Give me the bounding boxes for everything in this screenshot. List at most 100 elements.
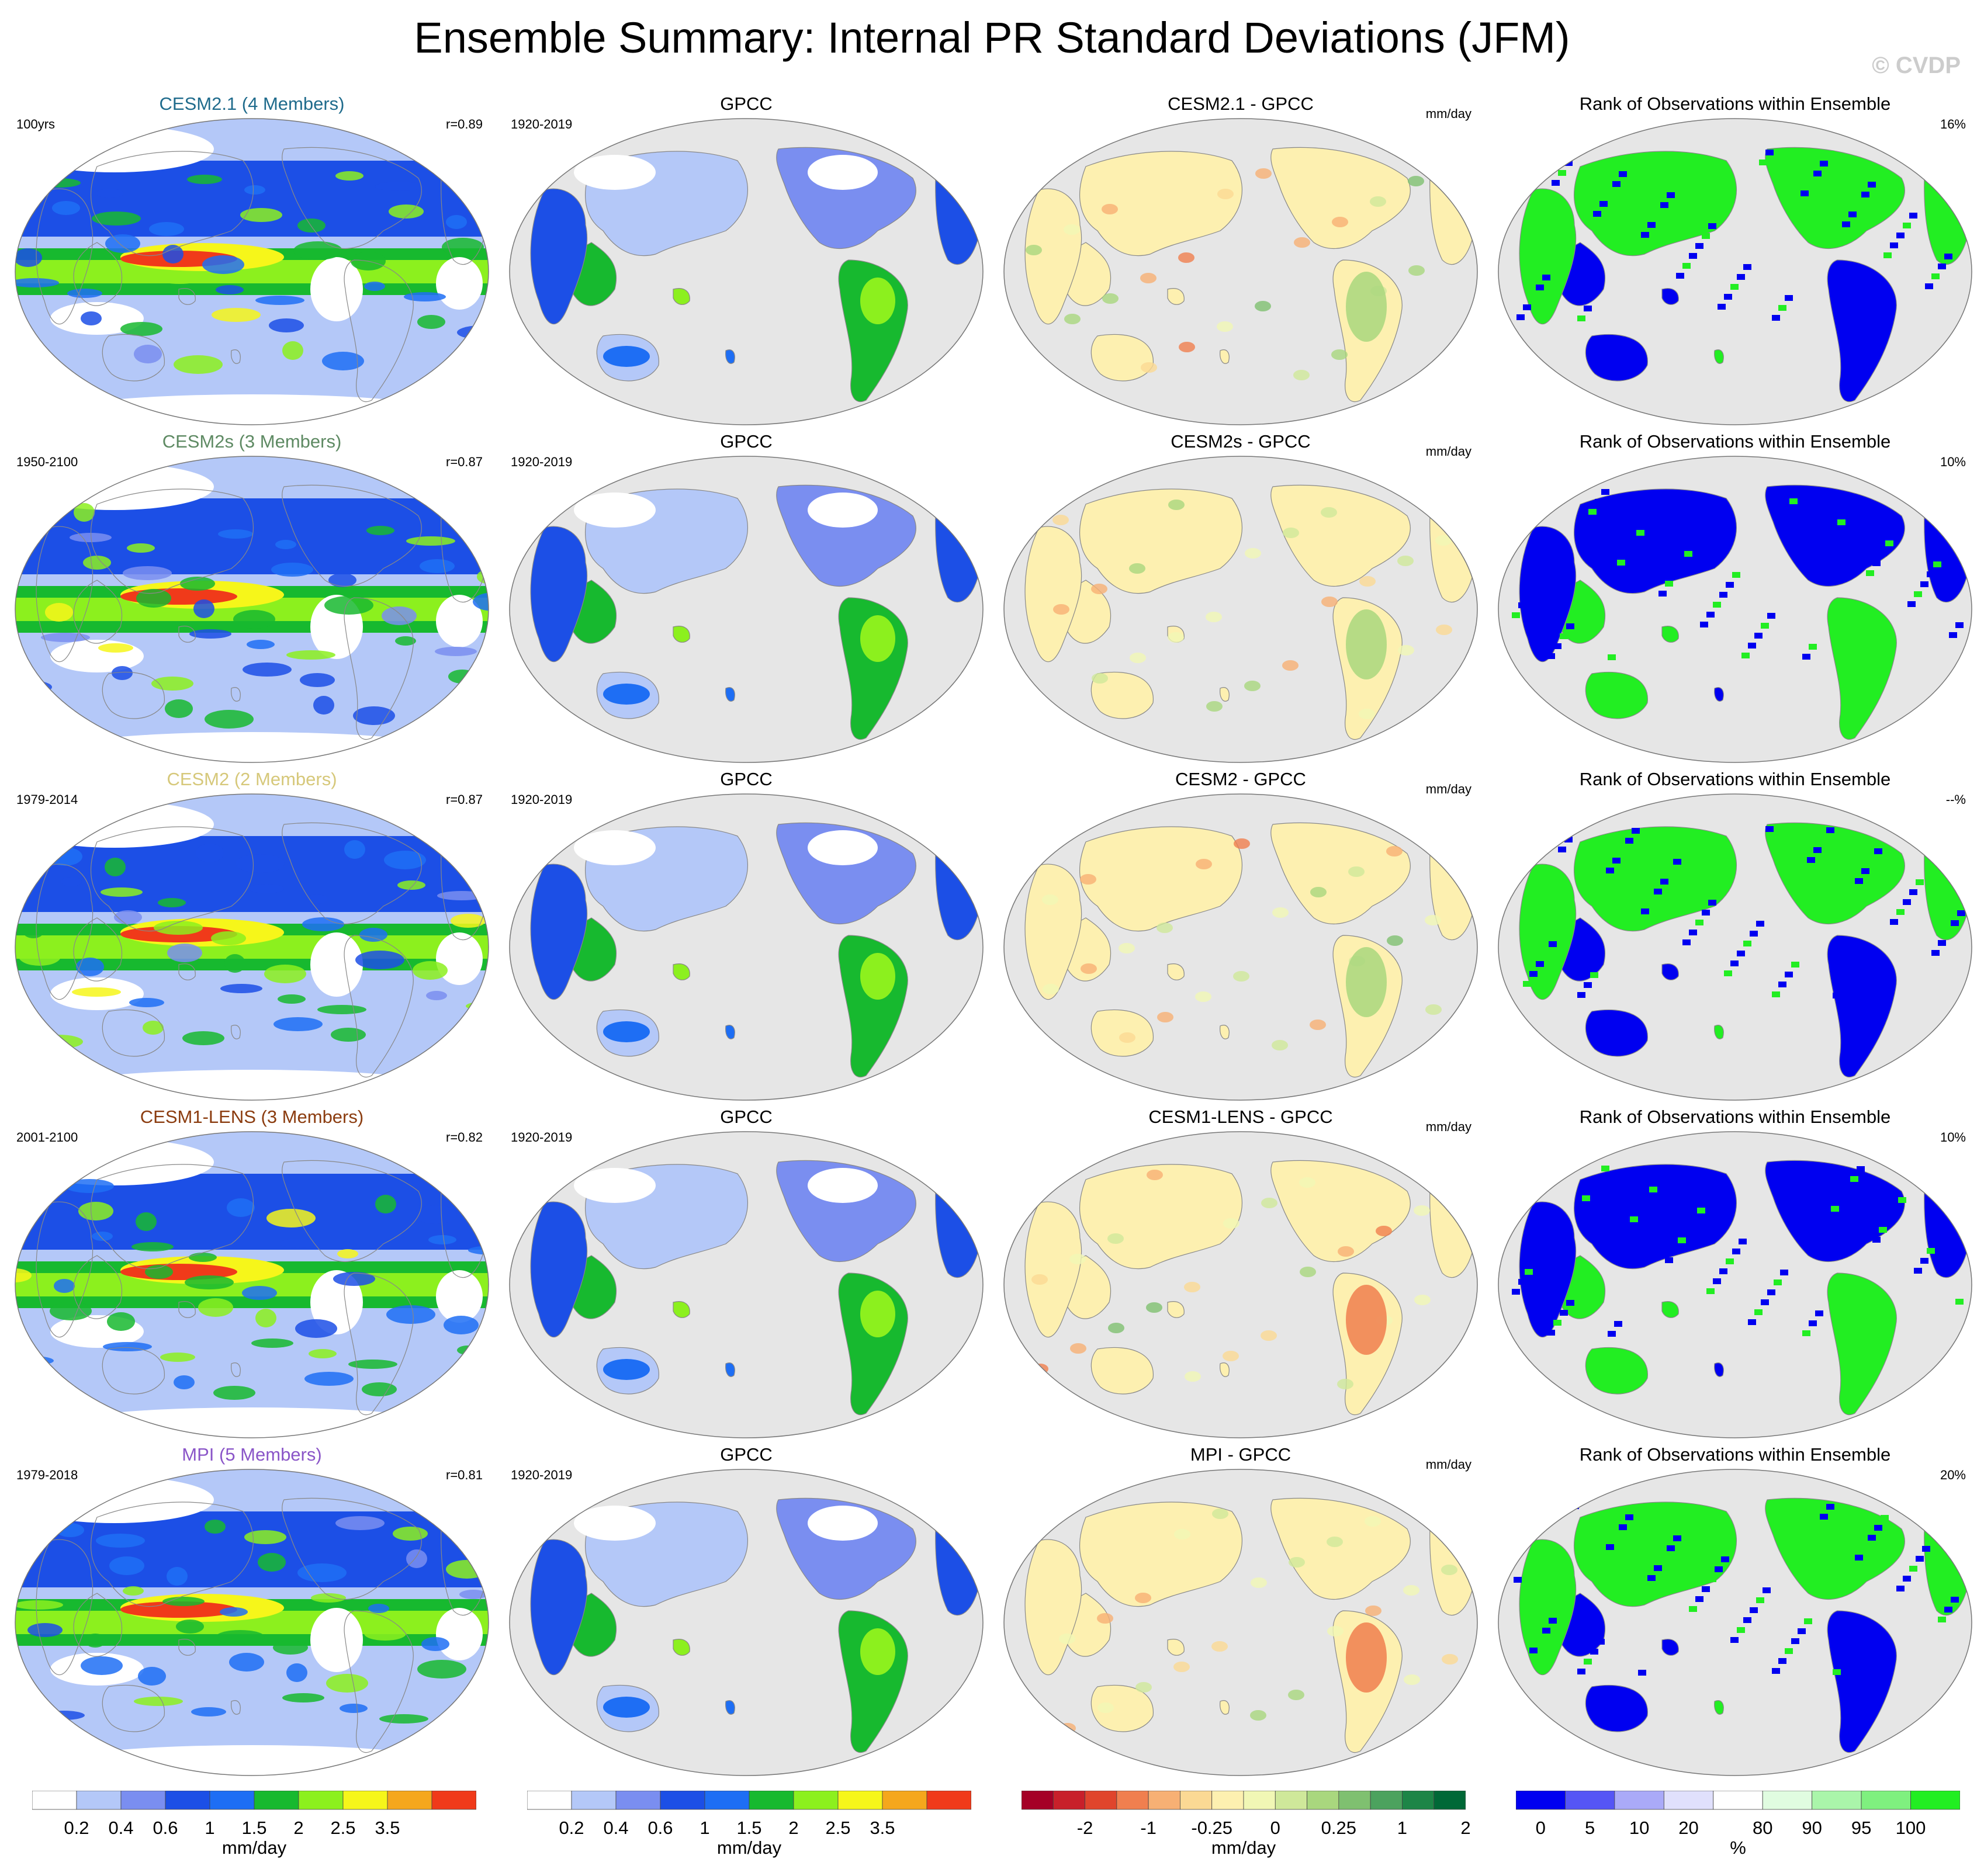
obs-years: 1920-2019 — [511, 1468, 573, 1482]
obs-std-map — [509, 793, 984, 1101]
rank-panel: Rank of Observations within Ensemble --% — [1488, 769, 1982, 1107]
colorbar-swatch — [1565, 1791, 1615, 1810]
diff-panel: CESM2 - GPCC mm/day — [993, 769, 1488, 1107]
colorbar-swatch — [1085, 1791, 1117, 1810]
colorbar-tick-label: -2 — [1076, 1818, 1093, 1838]
rank-title: Rank of Observations within Ensemble — [1579, 1107, 1891, 1127]
model-years: 2001-2100 — [16, 1130, 78, 1145]
diff-title: CESM2 - GPCC — [1175, 769, 1306, 789]
rank-map — [1498, 118, 1972, 425]
colorbar-tick-label: 0.6 — [648, 1818, 673, 1838]
rank-panel: Rank of Observations within Ensemble 10% — [1488, 431, 1982, 769]
rank-map — [1498, 456, 1972, 763]
colorbar-tick-label: 2.5 — [825, 1818, 851, 1838]
diff-unit: mm/day — [1425, 1457, 1471, 1472]
colorbar-swatch — [76, 1791, 122, 1810]
rank-panel: Rank of Observations within Ensemble 16% — [1488, 93, 1982, 431]
colorbar-tick-label: -1 — [1140, 1818, 1157, 1838]
colorbar-tick-label: 3.5 — [375, 1818, 400, 1838]
diff-unit: mm/day — [1425, 1119, 1471, 1134]
colorbar-swatch — [1861, 1791, 1911, 1810]
colorbar-swatch — [1052, 1791, 1085, 1810]
model-panel: CESM2.1 (4 Members) 100yrs r=0.89 — [5, 93, 499, 431]
colorbar-model: 0.2 0.4 0.6 1 1.5 2 2.5 3.5 mm/day — [32, 1791, 476, 1867]
colorbar-tick-label: 2 — [788, 1818, 799, 1838]
colorbar-swatch — [1275, 1791, 1307, 1810]
colorbar-tick-label: 0.25 — [1321, 1818, 1357, 1838]
figure-title: Ensemble Summary: Internal PR Standard D… — [414, 13, 1570, 62]
colorbar-tick-label: 0.4 — [108, 1818, 134, 1838]
obs-panel: GPCC 1920-2019 — [499, 1444, 993, 1782]
colorbar-tick-label: 3.5 — [870, 1818, 895, 1838]
colorbar-swatch — [1307, 1791, 1339, 1810]
colorbar-tick-label: 80 — [1752, 1818, 1773, 1838]
rank-map — [1498, 1469, 1972, 1776]
colorbar-tick-label: 1 — [1397, 1818, 1408, 1838]
model-title: CESM2s (3 Members) — [162, 431, 342, 452]
obs-panel: GPCC 1920-2019 — [499, 1107, 993, 1444]
rank-title: Rank of Observations within Ensemble — [1579, 93, 1891, 114]
obs-years: 1920-2019 — [511, 117, 573, 131]
model-std-map — [15, 793, 489, 1101]
rank-panel: Rank of Observations within Ensemble 10% — [1488, 1107, 1982, 1444]
colorbar-swatch — [165, 1791, 210, 1810]
colorbar-swatch — [615, 1791, 661, 1810]
colorbar-swatch — [120, 1791, 166, 1810]
colorbar-swatch — [1910, 1791, 1960, 1810]
colorbar-swatch — [837, 1791, 883, 1810]
diff-map — [1003, 456, 1478, 763]
diff-panel: CESM2s - GPCC mm/day — [993, 431, 1488, 769]
obs-years: 1920-2019 — [511, 792, 573, 807]
colorbar-swatch — [1614, 1791, 1664, 1810]
model-panel: MPI (5 Members) 1979-2018 r=0.81 — [5, 1444, 499, 1782]
model-years: 1950-2100 — [16, 455, 78, 469]
diff-unit: mm/day — [1425, 106, 1471, 121]
colorbar-tick-label: 5 — [1585, 1818, 1595, 1838]
colorbar-tick-label: 10 — [1629, 1818, 1650, 1838]
colorbar-swatch — [1180, 1791, 1213, 1810]
obs-panel: GPCC 1920-2019 — [499, 769, 993, 1107]
diff-map — [1003, 118, 1478, 425]
diff-panel: CESM1-LENS - GPCC mm/day — [993, 1107, 1488, 1444]
colorbar-swatch — [1338, 1791, 1371, 1810]
pattern-correlation: r=0.87 — [446, 455, 483, 469]
colorbar-swatch — [882, 1791, 927, 1810]
diff-title: CESM1-LENS - GPCC — [1148, 1107, 1333, 1127]
colorbar-swatch — [1516, 1791, 1566, 1810]
colorbar-swatch — [1402, 1791, 1435, 1810]
colorbar-swatch — [1148, 1791, 1180, 1810]
colorbar-swatch — [1434, 1791, 1466, 1810]
model-title: CESM2 (2 Members) — [167, 769, 337, 789]
colorbar-swatch — [431, 1791, 476, 1810]
colorbar-swatches — [1022, 1791, 1466, 1810]
rank-title: Rank of Observations within Ensemble — [1579, 1444, 1891, 1465]
colorbar-obs: 0.2 0.4 0.6 1 1.5 2 2.5 3.5 mm/day — [527, 1791, 971, 1867]
obs-std-map — [509, 1131, 984, 1438]
model-years: 100yrs — [16, 117, 56, 131]
model-std-map — [15, 118, 489, 425]
model-title: CESM1-LENS (3 Members) — [140, 1107, 364, 1127]
colorbar-unit: mm/day — [221, 1837, 287, 1858]
colorbar-tick-label: 0 — [1535, 1818, 1546, 1838]
colorbar-swatch — [387, 1791, 432, 1810]
colorbar-tick-label: 0.6 — [153, 1818, 178, 1838]
obs-title: GPCC — [720, 93, 773, 114]
rank-title: Rank of Observations within Ensemble — [1579, 769, 1891, 789]
pattern-correlation: r=0.89 — [446, 117, 483, 131]
diff-unit: mm/day — [1425, 444, 1471, 459]
colorbar-tick-label: 2 — [1460, 1818, 1471, 1838]
colorbar-swatch — [793, 1791, 839, 1810]
colorbar-swatch — [1713, 1791, 1763, 1810]
diff-map — [1003, 793, 1478, 1101]
rank-percentage: 10% — [1940, 1130, 1966, 1145]
colorbar-tick-label: 20 — [1678, 1818, 1699, 1838]
colorbar-tick-label: 0.2 — [559, 1818, 584, 1838]
rank-percentage: 10% — [1940, 455, 1966, 469]
colorbar-swatch — [1022, 1791, 1054, 1810]
colorbar-swatch — [298, 1791, 344, 1810]
cvdp-watermark: © CVDP — [1872, 53, 1961, 78]
diff-map — [1003, 1131, 1478, 1438]
diff-panel: CESM2.1 - GPCC mm/day — [993, 93, 1488, 431]
diff-title: CESM2s - GPCC — [1171, 431, 1311, 452]
colorbar-swatches — [32, 1791, 476, 1810]
